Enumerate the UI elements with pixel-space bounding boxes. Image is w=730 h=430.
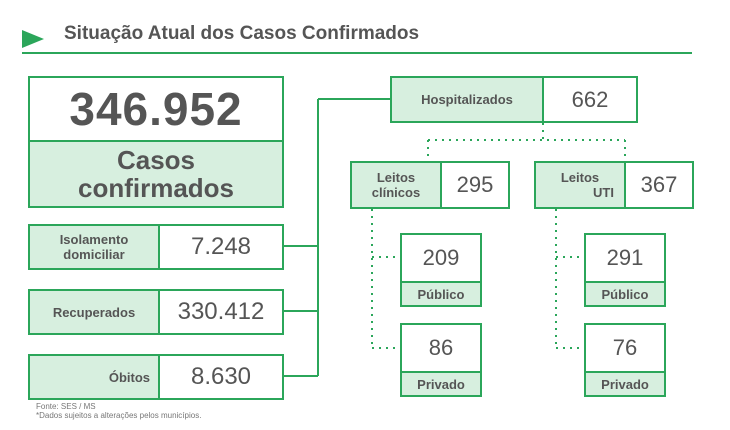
leitos-clinicos-label-line2: clínicos [371,185,421,200]
leitos-uti-value: 367 [626,163,692,207]
obitos-value: 8.630 [160,356,282,398]
clinicos-publico-value: 209 [402,235,480,281]
obitos-label: Óbitos [30,356,160,398]
leitos-uti-box: Leitos UTI 367 [534,161,694,209]
leitos-clinicos-box: Leitos clínicos 295 [350,161,510,209]
clinicos-publico-box: 209 Público [400,233,482,307]
confirmed-label: Casos confirmados [30,140,282,206]
leitos-uti-label-line1: Leitos [560,170,600,185]
uti-publico-value: 291 [586,235,664,281]
isolamento-box: Isolamento domiciliar 7.248 [28,224,284,270]
leitos-clinicos-value: 295 [442,163,508,207]
uti-publico-label: Público [586,281,664,305]
recuperados-label: Recuperados [30,291,160,333]
isolamento-label-line1: Isolamento [59,232,129,247]
confirmed-box: 346.952 Casos confirmados [28,76,284,208]
isolamento-label-line2: domiciliar [63,247,125,262]
clinicos-privado-value: 86 [402,325,480,371]
header-arrow-icon [22,30,44,48]
page-title: Situação Atual dos Casos Confirmados [64,23,420,44]
isolamento-value: 7.248 [160,226,282,268]
hospitalizados-value: 662 [544,78,636,121]
uti-privado-box: 76 Privado [584,323,666,397]
confirmed-label-line2: confirmados [77,173,235,203]
footer-note: *Dados sujeitos a alterações pelos munic… [36,411,202,420]
uti-privado-value: 76 [586,325,664,371]
clinicos-publico-label: Público [402,281,480,305]
isolamento-label: Isolamento domiciliar [30,226,160,268]
uti-publico-box: 291 Público [584,233,666,307]
confirmed-value: 346.952 [30,78,282,140]
hospitalizados-label: Hospitalizados [392,78,544,121]
confirmed-label-line1: Casos [116,145,196,175]
uti-privado-label: Privado [586,371,664,395]
header-divider [22,52,692,54]
leitos-uti-label: Leitos UTI [536,163,626,207]
clinicos-privado-box: 86 Privado [400,323,482,397]
clinicos-privado-label: Privado [402,371,480,395]
leitos-uti-label-line2: UTI [593,185,614,200]
recuperados-value: 330.412 [160,291,282,333]
hospitalizados-box: Hospitalizados 662 [390,76,638,123]
footer-source: Fonte: SES / MS [36,402,96,411]
leitos-clinicos-label: Leitos clínicos [352,163,442,207]
recuperados-box: Recuperados 330.412 [28,289,284,335]
leitos-clinicos-label-line1: Leitos [376,170,416,185]
obitos-box: Óbitos 8.630 [28,354,284,400]
